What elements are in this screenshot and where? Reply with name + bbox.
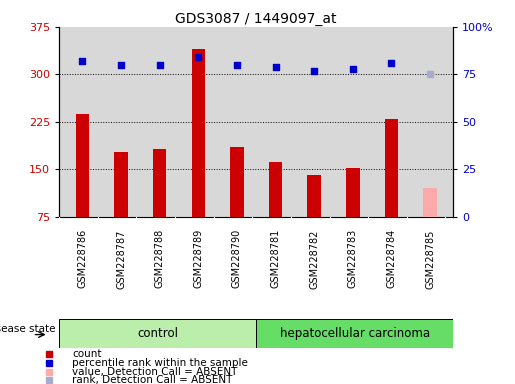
Point	[310, 68, 318, 74]
Point	[349, 66, 357, 72]
Text: value, Detection Call = ABSENT: value, Detection Call = ABSENT	[72, 367, 237, 377]
Point	[156, 62, 164, 68]
Text: GSM228782: GSM228782	[309, 229, 319, 288]
Bar	[307, 174, 321, 217]
Text: disease state: disease state	[0, 324, 56, 334]
Text: percentile rank within the sample: percentile rank within the sample	[72, 358, 248, 368]
Bar	[269, 162, 282, 217]
Text: GSM228781: GSM228781	[270, 229, 281, 288]
Text: GSM228788: GSM228788	[154, 229, 165, 288]
Bar	[346, 168, 359, 217]
Point	[233, 62, 241, 68]
Bar	[76, 114, 89, 217]
Point	[426, 71, 434, 78]
Text: GSM228785: GSM228785	[425, 229, 435, 288]
Bar	[385, 119, 398, 217]
Point	[78, 58, 87, 64]
Point	[117, 62, 125, 68]
Title: GDS3087 / 1449097_at: GDS3087 / 1449097_at	[176, 12, 337, 26]
Text: rank, Detection Call = ABSENT: rank, Detection Call = ABSENT	[72, 375, 232, 384]
Text: hepatocellular carcinoma: hepatocellular carcinoma	[280, 327, 430, 339]
Point	[271, 64, 280, 70]
Text: GSM228786: GSM228786	[77, 229, 88, 288]
Bar	[256, 319, 453, 348]
Bar	[114, 152, 128, 217]
Text: GSM228790: GSM228790	[232, 229, 242, 288]
Bar	[59, 319, 256, 348]
Point	[194, 54, 202, 60]
Bar	[230, 147, 244, 217]
Text: GSM228787: GSM228787	[116, 229, 126, 288]
Text: GSM228784: GSM228784	[386, 229, 397, 288]
Point	[387, 60, 396, 66]
Bar	[192, 49, 205, 217]
Text: GSM228783: GSM228783	[348, 229, 358, 288]
Text: count: count	[72, 349, 101, 359]
Text: control: control	[137, 327, 178, 339]
Bar	[423, 189, 437, 217]
Bar	[153, 149, 166, 217]
Text: GSM228789: GSM228789	[193, 229, 203, 288]
